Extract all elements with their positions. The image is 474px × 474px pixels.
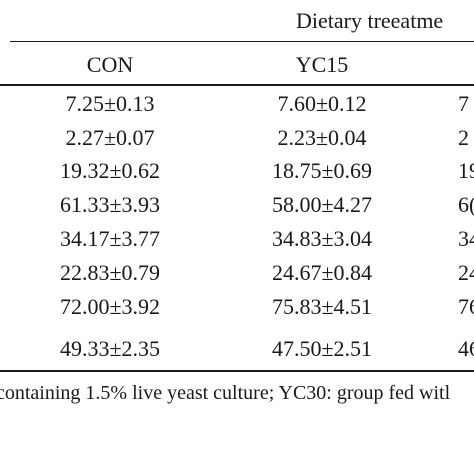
cell-con: 34.17±3.77 <box>59 226 161 251</box>
cell-con: 7.25±0.13 <box>65 91 155 116</box>
table-footnote: containing 1.5% live yeast culture; YC30… <box>0 382 451 404</box>
column-header-con: CON <box>86 52 134 77</box>
cell-yc15: 2.23±0.04 <box>277 125 367 150</box>
cell-yc15: 58.00±4.27 <box>271 192 373 217</box>
cell-con: 49.33±2.35 <box>59 336 161 361</box>
column-header-yc15: YC15 <box>295 52 349 77</box>
cell-yc15: 18.75±0.69 <box>271 158 373 183</box>
table-group-header: Dietary treeatme <box>296 8 444 33</box>
cell-con: 19.32±0.62 <box>59 158 161 183</box>
cell-yc15: 47.50±2.51 <box>271 336 373 361</box>
cell-yc30-clipped: 2 <box>458 125 469 150</box>
table-bottom-rule <box>0 370 474 372</box>
cell-yc30-clipped: 7 <box>458 91 469 116</box>
cell-yc30-clipped: 46 <box>458 336 474 361</box>
cell-yc15: 24.67±0.84 <box>271 260 373 285</box>
group-header-rule <box>10 41 474 42</box>
cell-yc30-clipped: 19 <box>458 158 474 183</box>
cell-yc15: 75.83±4.51 <box>271 294 373 319</box>
cell-yc30-clipped: 6( <box>458 192 474 217</box>
cell-con: 61.33±3.93 <box>59 192 161 217</box>
header-bottom-rule <box>0 84 474 86</box>
cell-yc30-clipped: 76 <box>458 294 474 319</box>
cell-yc15: 34.83±3.04 <box>271 226 373 251</box>
cell-yc15: 7.60±0.12 <box>277 91 367 116</box>
cell-con: 22.83±0.79 <box>59 260 161 285</box>
cell-yc30-clipped: 34 <box>458 226 474 251</box>
cell-con: 2.27±0.07 <box>65 125 155 150</box>
cell-con: 72.00±3.92 <box>59 294 161 319</box>
cell-yc30-clipped: 24 <box>458 260 474 285</box>
